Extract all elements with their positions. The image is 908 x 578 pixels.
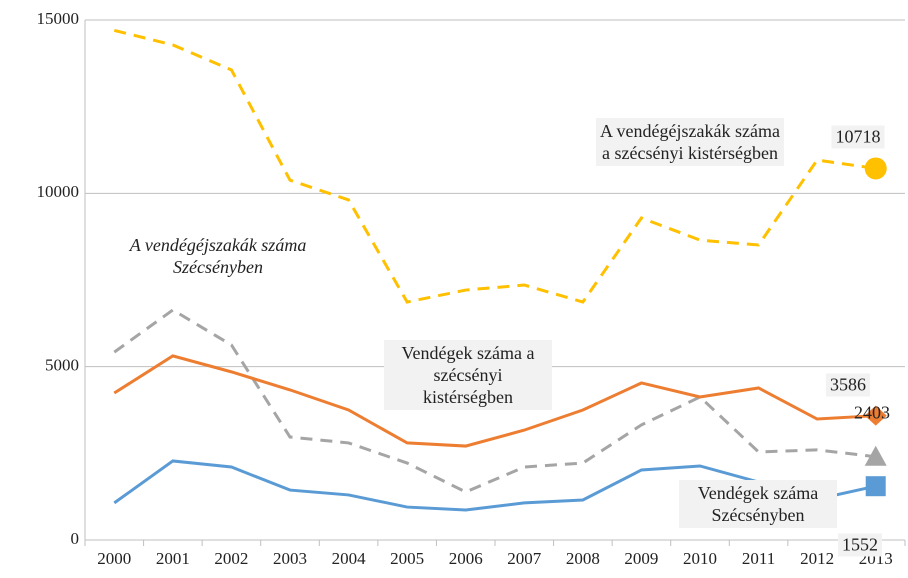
x-tick-label: 2001: [156, 549, 190, 568]
x-tick-label: 2010: [683, 549, 717, 568]
x-tick-label: 2007: [507, 549, 542, 568]
data-label: 1552: [838, 533, 882, 557]
series-line: [113, 459, 877, 512]
y-tick-label: 0: [71, 529, 80, 548]
x-tick-label: 2008: [566, 549, 600, 568]
y-tick-label: 15000: [37, 9, 80, 28]
x-tick-label: 2004: [332, 549, 367, 568]
x-tick-label: 2006: [449, 549, 483, 568]
marker: [865, 476, 886, 497]
series-line: [113, 354, 876, 448]
x-tick-label: 2009: [624, 549, 658, 568]
x-tick-label: 2002: [214, 549, 248, 568]
series-label: A vendégéjszakák száma a szécsényi kisté…: [596, 118, 784, 166]
x-tick-label: 2005: [390, 549, 424, 568]
series-label: Vendégek száma a szécsényi kistérségben: [384, 340, 552, 410]
x-tick-label: 2000: [97, 549, 131, 568]
data-label: 2403: [854, 402, 890, 423]
data-label: 10718: [831, 125, 885, 149]
x-tick-label: 2012: [800, 549, 834, 568]
y-tick-label: 5000: [45, 356, 79, 375]
series-label: A vendégéjszakák száma Szécsényben: [129, 235, 307, 277]
marker: [864, 157, 887, 180]
series-line: [113, 28, 876, 304]
marker: [864, 445, 887, 466]
x-tick-label: 2011: [742, 549, 775, 568]
series-line: [113, 308, 876, 494]
y-tick-label: 10000: [37, 182, 80, 201]
data-label: 3586: [826, 373, 870, 397]
marker: [864, 405, 887, 426]
series-label: Vendégek száma Szécsényben: [679, 480, 837, 528]
x-tick-label: 2003: [273, 549, 307, 568]
